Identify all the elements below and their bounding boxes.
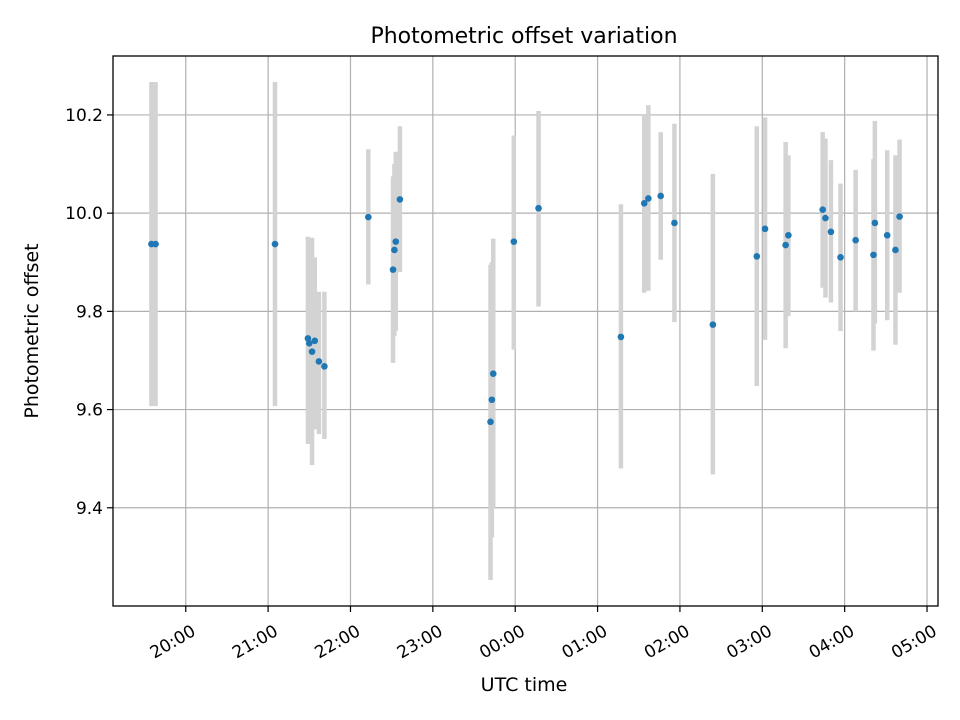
data-point: [896, 213, 903, 220]
y-tick-label: 9.8: [76, 302, 103, 322]
data-point: [315, 358, 323, 365]
data-point: [753, 253, 761, 260]
x-axis-label: UTC time: [481, 674, 568, 696]
data-point: [489, 370, 497, 378]
y-tick-label: 9.4: [76, 499, 103, 519]
data-point: [396, 196, 404, 203]
data-point: [883, 231, 891, 239]
data-point: [782, 241, 789, 249]
data-point: [389, 266, 397, 273]
plot-frame: [112, 55, 939, 607]
data-point: [892, 246, 899, 254]
data-point: [785, 231, 792, 239]
data-point: [852, 236, 859, 244]
data-point: [870, 251, 877, 259]
y-tick-label: 10.0: [65, 204, 103, 224]
data-point: [391, 246, 398, 254]
data-point: [152, 240, 159, 248]
data-point: [535, 204, 542, 212]
data-point: [392, 238, 400, 245]
y-axis-ticks: 9.4 9.6 9.8 10.0 10.2: [65, 106, 113, 519]
data-point: [510, 238, 518, 245]
data-point: [871, 219, 879, 227]
data-point: [365, 213, 372, 221]
data-point: [819, 206, 826, 214]
data-point: [827, 228, 835, 236]
y-axis-label: Photometric offset: [21, 243, 43, 418]
data-point: [709, 321, 717, 328]
data-point: [308, 348, 316, 355]
data-point: [640, 200, 648, 207]
data-point: [321, 363, 328, 370]
y-tick-label: 9.6: [76, 401, 103, 421]
data-point: [822, 214, 829, 222]
data-point: [311, 337, 319, 345]
data-point: [645, 195, 652, 202]
data-point: [617, 333, 625, 341]
chart-title: Photometric offset variation: [370, 24, 677, 49]
data-point: [837, 254, 844, 261]
data-point: [488, 396, 496, 404]
data-point: [305, 339, 313, 347]
data-point: [761, 225, 769, 233]
data-point: [671, 219, 678, 227]
y-tick-label: 10.2: [65, 106, 103, 126]
data-point: [657, 192, 665, 200]
data-points: [148, 192, 903, 426]
data-point: [487, 418, 494, 426]
data-point: [271, 240, 279, 248]
